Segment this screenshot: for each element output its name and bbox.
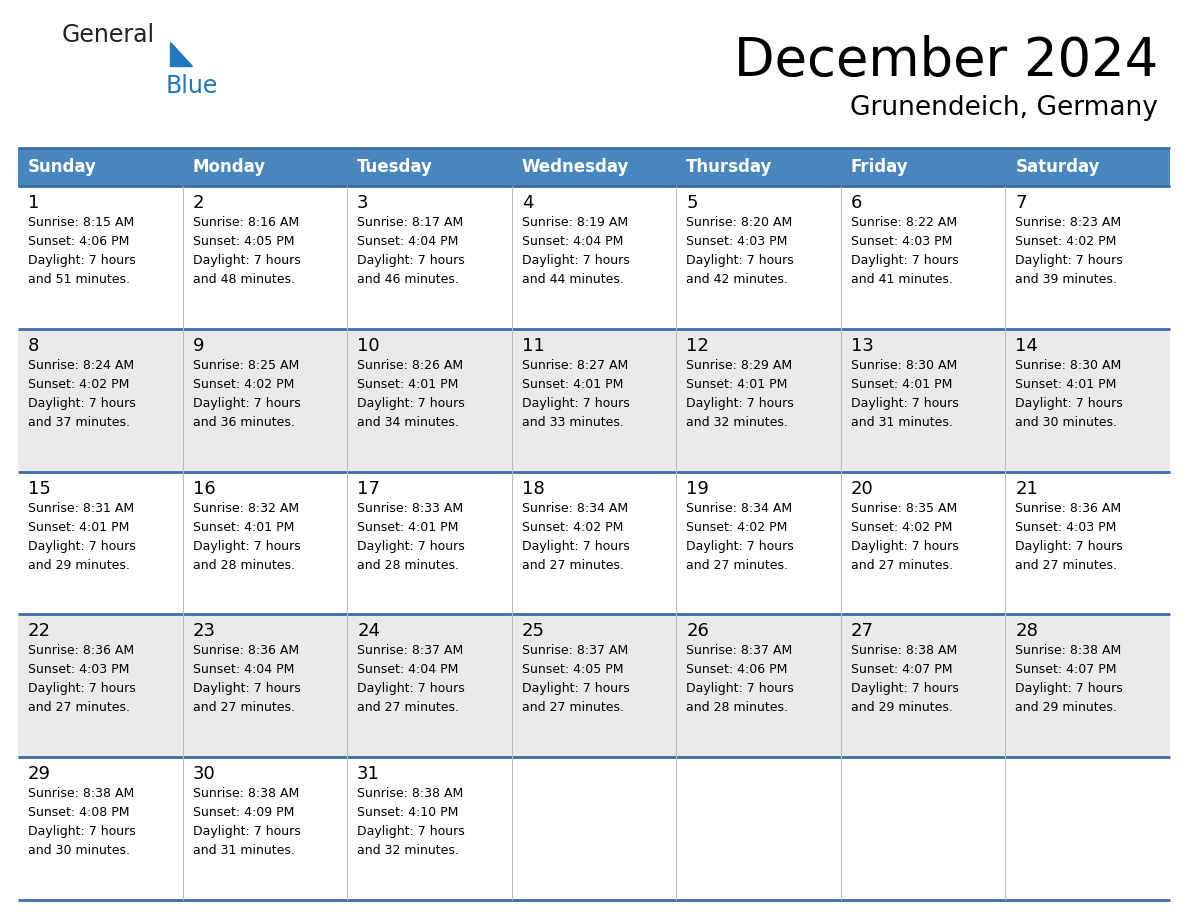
- Text: Sunrise: 8:38 AM
Sunset: 4:07 PM
Daylight: 7 hours
and 29 minutes.: Sunrise: 8:38 AM Sunset: 4:07 PM Dayligh…: [851, 644, 959, 714]
- Text: 23: 23: [192, 622, 215, 641]
- Text: Sunrise: 8:17 AM
Sunset: 4:04 PM
Daylight: 7 hours
and 46 minutes.: Sunrise: 8:17 AM Sunset: 4:04 PM Dayligh…: [358, 216, 465, 286]
- Bar: [347, 148, 512, 186]
- Text: 22: 22: [29, 622, 51, 641]
- Text: 17: 17: [358, 479, 380, 498]
- Text: 9: 9: [192, 337, 204, 354]
- Text: Sunrise: 8:37 AM
Sunset: 4:05 PM
Daylight: 7 hours
and 27 minutes.: Sunrise: 8:37 AM Sunset: 4:05 PM Dayligh…: [522, 644, 630, 714]
- Text: 25: 25: [522, 622, 545, 641]
- Text: 6: 6: [851, 194, 862, 212]
- Bar: [18, 472, 1170, 614]
- Text: Thursday: Thursday: [687, 158, 772, 176]
- Bar: [18, 186, 1170, 329]
- Text: Sunrise: 8:36 AM
Sunset: 4:04 PM
Daylight: 7 hours
and 27 minutes.: Sunrise: 8:36 AM Sunset: 4:04 PM Dayligh…: [192, 644, 301, 714]
- Text: Wednesday: Wednesday: [522, 158, 630, 176]
- Text: Sunrise: 8:30 AM
Sunset: 4:01 PM
Daylight: 7 hours
and 30 minutes.: Sunrise: 8:30 AM Sunset: 4:01 PM Dayligh…: [1016, 359, 1123, 429]
- Text: 26: 26: [687, 622, 709, 641]
- Text: Sunrise: 8:36 AM
Sunset: 4:03 PM
Daylight: 7 hours
and 27 minutes.: Sunrise: 8:36 AM Sunset: 4:03 PM Dayligh…: [1016, 501, 1123, 572]
- Text: Saturday: Saturday: [1016, 158, 1100, 176]
- Text: Monday: Monday: [192, 158, 266, 176]
- Bar: [841, 148, 1005, 186]
- Bar: [18, 329, 1170, 472]
- Text: 19: 19: [687, 479, 709, 498]
- Text: 2: 2: [192, 194, 204, 212]
- Text: 3: 3: [358, 194, 368, 212]
- Text: Blue: Blue: [166, 74, 219, 98]
- Text: Sunrise: 8:32 AM
Sunset: 4:01 PM
Daylight: 7 hours
and 28 minutes.: Sunrise: 8:32 AM Sunset: 4:01 PM Dayligh…: [192, 501, 301, 572]
- Text: 5: 5: [687, 194, 697, 212]
- Bar: [183, 148, 347, 186]
- Text: Sunrise: 8:33 AM
Sunset: 4:01 PM
Daylight: 7 hours
and 28 minutes.: Sunrise: 8:33 AM Sunset: 4:01 PM Dayligh…: [358, 501, 465, 572]
- Text: Sunrise: 8:27 AM
Sunset: 4:01 PM
Daylight: 7 hours
and 33 minutes.: Sunrise: 8:27 AM Sunset: 4:01 PM Dayligh…: [522, 359, 630, 429]
- Text: Sunrise: 8:37 AM
Sunset: 4:04 PM
Daylight: 7 hours
and 27 minutes.: Sunrise: 8:37 AM Sunset: 4:04 PM Dayligh…: [358, 644, 465, 714]
- Text: Grunendeich, Germany: Grunendeich, Germany: [851, 95, 1158, 121]
- Polygon shape: [170, 42, 192, 66]
- Text: Sunrise: 8:20 AM
Sunset: 4:03 PM
Daylight: 7 hours
and 42 minutes.: Sunrise: 8:20 AM Sunset: 4:03 PM Dayligh…: [687, 216, 794, 286]
- Text: December 2024: December 2024: [734, 35, 1158, 87]
- Bar: [512, 148, 676, 186]
- Text: General: General: [62, 23, 156, 47]
- Bar: [18, 614, 1170, 757]
- Text: Sunrise: 8:30 AM
Sunset: 4:01 PM
Daylight: 7 hours
and 31 minutes.: Sunrise: 8:30 AM Sunset: 4:01 PM Dayligh…: [851, 359, 959, 429]
- Text: Sunrise: 8:25 AM
Sunset: 4:02 PM
Daylight: 7 hours
and 36 minutes.: Sunrise: 8:25 AM Sunset: 4:02 PM Dayligh…: [192, 359, 301, 429]
- Text: Sunrise: 8:16 AM
Sunset: 4:05 PM
Daylight: 7 hours
and 48 minutes.: Sunrise: 8:16 AM Sunset: 4:05 PM Dayligh…: [192, 216, 301, 286]
- Text: Sunrise: 8:36 AM
Sunset: 4:03 PM
Daylight: 7 hours
and 27 minutes.: Sunrise: 8:36 AM Sunset: 4:03 PM Dayligh…: [29, 644, 135, 714]
- Text: 15: 15: [29, 479, 51, 498]
- Text: Sunrise: 8:34 AM
Sunset: 4:02 PM
Daylight: 7 hours
and 27 minutes.: Sunrise: 8:34 AM Sunset: 4:02 PM Dayligh…: [522, 501, 630, 572]
- Text: 30: 30: [192, 766, 215, 783]
- Text: Sunrise: 8:38 AM
Sunset: 4:10 PM
Daylight: 7 hours
and 32 minutes.: Sunrise: 8:38 AM Sunset: 4:10 PM Dayligh…: [358, 788, 465, 857]
- Text: 31: 31: [358, 766, 380, 783]
- Text: Sunrise: 8:38 AM
Sunset: 4:09 PM
Daylight: 7 hours
and 31 minutes.: Sunrise: 8:38 AM Sunset: 4:09 PM Dayligh…: [192, 788, 301, 857]
- Text: Sunrise: 8:26 AM
Sunset: 4:01 PM
Daylight: 7 hours
and 34 minutes.: Sunrise: 8:26 AM Sunset: 4:01 PM Dayligh…: [358, 359, 465, 429]
- Text: Sunrise: 8:23 AM
Sunset: 4:02 PM
Daylight: 7 hours
and 39 minutes.: Sunrise: 8:23 AM Sunset: 4:02 PM Dayligh…: [1016, 216, 1123, 286]
- Text: 29: 29: [29, 766, 51, 783]
- Text: 11: 11: [522, 337, 544, 354]
- Text: Sunday: Sunday: [29, 158, 97, 176]
- Bar: [676, 148, 841, 186]
- Text: 14: 14: [1016, 337, 1038, 354]
- Text: 1: 1: [29, 194, 39, 212]
- Text: 20: 20: [851, 479, 873, 498]
- Text: Sunrise: 8:29 AM
Sunset: 4:01 PM
Daylight: 7 hours
and 32 minutes.: Sunrise: 8:29 AM Sunset: 4:01 PM Dayligh…: [687, 359, 794, 429]
- Bar: [18, 148, 183, 186]
- Text: 21: 21: [1016, 479, 1038, 498]
- Text: 12: 12: [687, 337, 709, 354]
- Text: 10: 10: [358, 337, 380, 354]
- Text: Sunrise: 8:19 AM
Sunset: 4:04 PM
Daylight: 7 hours
and 44 minutes.: Sunrise: 8:19 AM Sunset: 4:04 PM Dayligh…: [522, 216, 630, 286]
- Text: 16: 16: [192, 479, 215, 498]
- Text: 27: 27: [851, 622, 874, 641]
- Text: Sunrise: 8:22 AM
Sunset: 4:03 PM
Daylight: 7 hours
and 41 minutes.: Sunrise: 8:22 AM Sunset: 4:03 PM Dayligh…: [851, 216, 959, 286]
- Text: Sunrise: 8:15 AM
Sunset: 4:06 PM
Daylight: 7 hours
and 51 minutes.: Sunrise: 8:15 AM Sunset: 4:06 PM Dayligh…: [29, 216, 135, 286]
- Bar: [18, 757, 1170, 900]
- Text: Sunrise: 8:24 AM
Sunset: 4:02 PM
Daylight: 7 hours
and 37 minutes.: Sunrise: 8:24 AM Sunset: 4:02 PM Dayligh…: [29, 359, 135, 429]
- Text: 4: 4: [522, 194, 533, 212]
- Text: 28: 28: [1016, 622, 1038, 641]
- Text: Sunrise: 8:38 AM
Sunset: 4:07 PM
Daylight: 7 hours
and 29 minutes.: Sunrise: 8:38 AM Sunset: 4:07 PM Dayligh…: [1016, 644, 1123, 714]
- Text: Sunrise: 8:37 AM
Sunset: 4:06 PM
Daylight: 7 hours
and 28 minutes.: Sunrise: 8:37 AM Sunset: 4:06 PM Dayligh…: [687, 644, 794, 714]
- Text: Tuesday: Tuesday: [358, 158, 432, 176]
- Text: Friday: Friday: [851, 158, 909, 176]
- Bar: [1005, 148, 1170, 186]
- Text: Sunrise: 8:34 AM
Sunset: 4:02 PM
Daylight: 7 hours
and 27 minutes.: Sunrise: 8:34 AM Sunset: 4:02 PM Dayligh…: [687, 501, 794, 572]
- Text: 18: 18: [522, 479, 544, 498]
- Text: 24: 24: [358, 622, 380, 641]
- Text: Sunrise: 8:35 AM
Sunset: 4:02 PM
Daylight: 7 hours
and 27 minutes.: Sunrise: 8:35 AM Sunset: 4:02 PM Dayligh…: [851, 501, 959, 572]
- Text: Sunrise: 8:38 AM
Sunset: 4:08 PM
Daylight: 7 hours
and 30 minutes.: Sunrise: 8:38 AM Sunset: 4:08 PM Dayligh…: [29, 788, 135, 857]
- Text: 8: 8: [29, 337, 39, 354]
- Text: 13: 13: [851, 337, 873, 354]
- Text: Sunrise: 8:31 AM
Sunset: 4:01 PM
Daylight: 7 hours
and 29 minutes.: Sunrise: 8:31 AM Sunset: 4:01 PM Dayligh…: [29, 501, 135, 572]
- Text: 7: 7: [1016, 194, 1026, 212]
